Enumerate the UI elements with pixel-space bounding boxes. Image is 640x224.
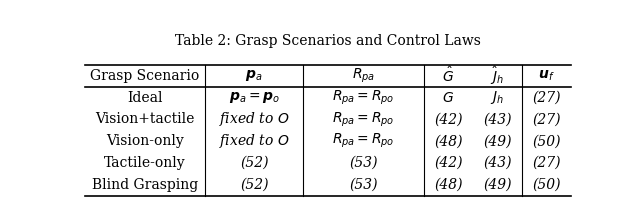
Text: $\hat{J}_h$: $\hat{J}_h$: [490, 65, 504, 87]
Text: (27): (27): [532, 90, 561, 105]
Text: (43): (43): [483, 156, 511, 170]
Text: Table 2: Grasp Scenarios and Control Laws: Table 2: Grasp Scenarios and Control Law…: [175, 34, 481, 48]
Text: $J_h$: $J_h$: [490, 89, 504, 106]
Text: fixed to $O$: fixed to $O$: [219, 132, 289, 150]
Text: (42): (42): [434, 112, 463, 126]
Text: (53): (53): [349, 178, 378, 192]
Text: Blind Grasping: Blind Grasping: [92, 178, 198, 192]
Text: (48): (48): [434, 178, 463, 192]
Text: $\hat{G}$: $\hat{G}$: [442, 66, 454, 85]
Text: (53): (53): [349, 156, 378, 170]
Text: Tactile-only: Tactile-only: [104, 156, 186, 170]
Text: (52): (52): [240, 156, 269, 170]
Text: (43): (43): [483, 112, 511, 126]
Text: (42): (42): [434, 156, 463, 170]
Text: (50): (50): [532, 178, 561, 192]
Text: $R_{pa}$: $R_{pa}$: [352, 67, 375, 85]
Text: $R_{pa} = R_{po}$: $R_{pa} = R_{po}$: [332, 88, 395, 107]
Text: $\boldsymbol{u}_f$: $\boldsymbol{u}_f$: [538, 69, 555, 83]
Text: (50): (50): [532, 134, 561, 148]
Text: $\boldsymbol{p}_a = \boldsymbol{p}_o$: $\boldsymbol{p}_a = \boldsymbol{p}_o$: [228, 90, 280, 105]
Text: (52): (52): [240, 178, 269, 192]
Text: Vision+tactile: Vision+tactile: [95, 112, 195, 126]
Text: (27): (27): [532, 112, 561, 126]
Text: fixed to $O$: fixed to $O$: [219, 110, 289, 128]
Text: $\boldsymbol{p}_a$: $\boldsymbol{p}_a$: [246, 68, 263, 83]
Text: (48): (48): [434, 134, 463, 148]
Text: $G$: $G$: [442, 90, 454, 105]
Text: $R_{pa} = R_{po}$: $R_{pa} = R_{po}$: [332, 132, 395, 151]
Text: Vision-only: Vision-only: [106, 134, 184, 148]
Text: (27): (27): [532, 156, 561, 170]
Text: Grasp Scenario: Grasp Scenario: [90, 69, 200, 83]
Text: (49): (49): [483, 134, 511, 148]
Text: (49): (49): [483, 178, 511, 192]
Text: $R_{pa} = R_{po}$: $R_{pa} = R_{po}$: [332, 110, 395, 129]
Text: Ideal: Ideal: [127, 90, 163, 105]
